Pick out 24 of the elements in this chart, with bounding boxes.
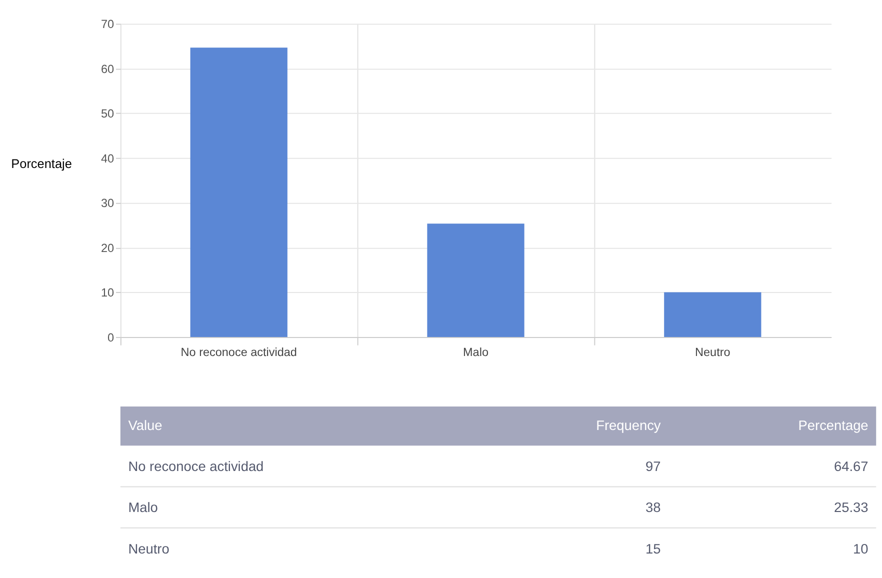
y-tick-label: 40 — [100, 152, 115, 166]
x-tick-label: Malo — [463, 346, 489, 360]
y-tick-label: 10 — [100, 286, 115, 300]
text: Value — [128, 418, 162, 434]
y-tick-label: 60 — [100, 62, 115, 76]
text: 15 — [646, 541, 662, 556]
y-tick-label: 20 — [100, 242, 115, 255]
category-label: Neutro — [128, 541, 170, 556]
y-axis-title: Porcentaje — [11, 156, 72, 172]
y-tick-label: 0 — [108, 331, 115, 344]
text: 10 — [853, 541, 869, 556]
text: 25.33 — [834, 500, 869, 516]
text: Frequency — [596, 418, 661, 434]
text: Percentage — [798, 418, 868, 434]
text: 64.67 — [834, 459, 868, 474]
category-label: Malo — [128, 500, 158, 516]
y-tick-label: 30 — [100, 197, 115, 210]
x-tick-label: No reconoce actividad — [180, 346, 297, 360]
y-tick-label: 70 — [100, 18, 115, 32]
category-label: No reconoce actividad — [128, 459, 264, 474]
text: 97 — [646, 459, 661, 474]
y-tick-label: 50 — [100, 108, 115, 121]
text: 38 — [646, 500, 662, 516]
x-tick-label: Neutro — [695, 346, 731, 360]
